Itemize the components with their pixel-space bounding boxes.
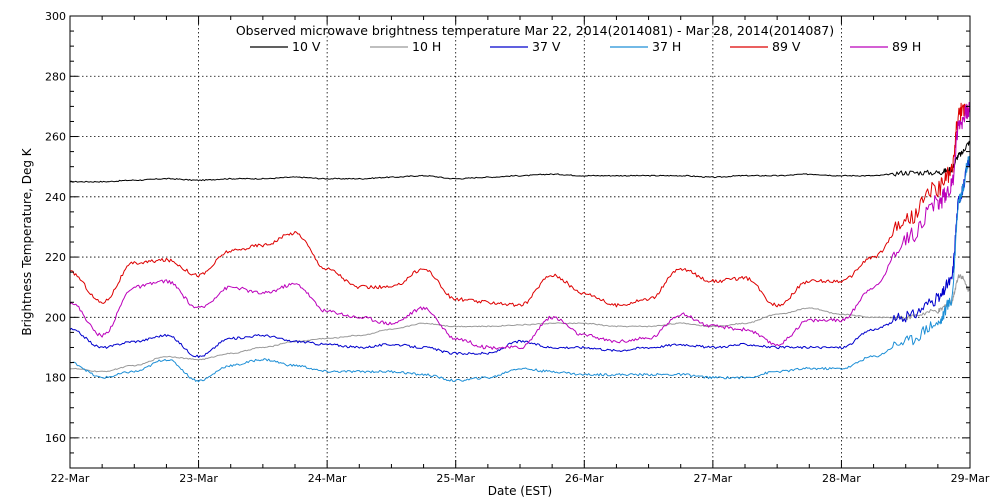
x-tick-label: 26-Mar: [565, 472, 604, 485]
x-tick-label: 22-Mar: [51, 472, 90, 485]
grid-lines: [70, 16, 970, 468]
series-line-10-v: [70, 140, 971, 183]
y-tick-label: 220: [45, 251, 66, 264]
series-line-10-h: [69, 274, 971, 373]
x-tick-label: 27-Mar: [693, 472, 732, 485]
series-lines: [69, 102, 971, 383]
chart-title: Observed microwave brightness temperatur…: [236, 23, 834, 38]
x-tick-label: 24-Mar: [308, 472, 347, 485]
legend-label-37-h: 37 H: [652, 39, 681, 54]
y-tick-label: 300: [45, 10, 66, 23]
x-tick-label: 23-Mar: [179, 472, 218, 485]
y-axis-label: Brightness Temperature, Deg K: [20, 147, 34, 335]
series-line-89-h: [69, 102, 971, 350]
series-line-89-v: [69, 102, 971, 308]
axis-ticks: 22-Mar 23-Mar 24-Mar 25-Mar 26-Mar 27-Mar 28-M…: [45, 10, 990, 485]
x-tick-label: 25-Mar: [436, 472, 475, 485]
series-line-37-v: [69, 156, 971, 358]
y-tick-label: 240: [45, 191, 66, 204]
plot-frame: [69, 15, 971, 469]
legend-label-10-h: 10 H: [412, 39, 441, 54]
y-tick-label: 260: [45, 131, 66, 144]
y-tick-label: 180: [45, 372, 66, 385]
legend: 10 V 10 H 37 V 37 H 89 V 89 H: [250, 39, 921, 54]
x-tick-label: 29-Mar: [951, 472, 990, 485]
x-tick-label: 28-Mar: [822, 472, 861, 485]
legend-label-37-v: 37 V: [532, 39, 561, 54]
y-tick-label: 280: [45, 70, 66, 83]
series-line-37-h: [69, 156, 971, 383]
legend-label-89-v: 89 V: [772, 39, 801, 54]
y-tick-label: 160: [45, 432, 66, 445]
legend-label-89-h: 89 H: [892, 39, 921, 54]
legend-label-10-v: 10 V: [292, 39, 321, 54]
x-axis-label: Date (EST): [488, 484, 552, 498]
y-tick-label: 200: [45, 311, 66, 324]
